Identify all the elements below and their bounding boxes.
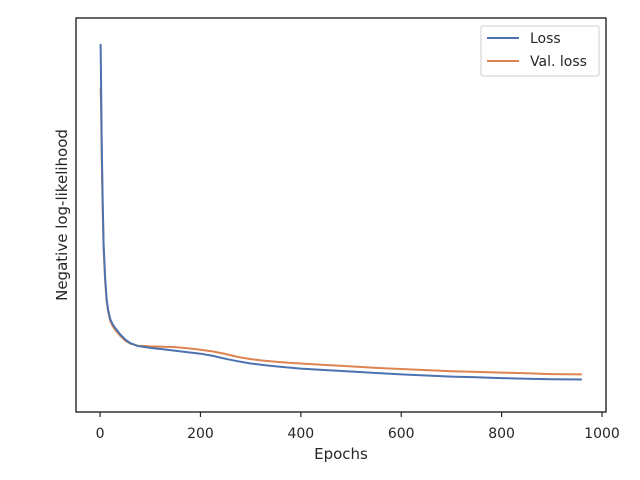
x-tick-label: 0 — [96, 426, 105, 442]
plot-frame — [75, 17, 607, 413]
series-line-val-loss — [99, 87, 582, 376]
x-tick-label: 600 — [388, 426, 415, 442]
y-axis-label: Negative log-likelihood — [53, 129, 71, 301]
x-tick-label: 200 — [187, 426, 214, 442]
plot-lines — [99, 43, 582, 381]
series-line-loss — [99, 43, 582, 381]
legend: Loss Val. loss — [480, 25, 600, 77]
x-tick-label: 800 — [488, 426, 515, 442]
x-tick-label: 1000 — [584, 426, 620, 442]
x-tick-label: 400 — [287, 426, 314, 442]
x-axis-ticks: 0 200 400 600 800 1000 — [96, 412, 620, 442]
legend-label-loss: Loss — [530, 31, 561, 47]
x-axis-label: Epochs — [314, 445, 368, 463]
legend-label-val-loss: Val. loss — [530, 54, 587, 70]
